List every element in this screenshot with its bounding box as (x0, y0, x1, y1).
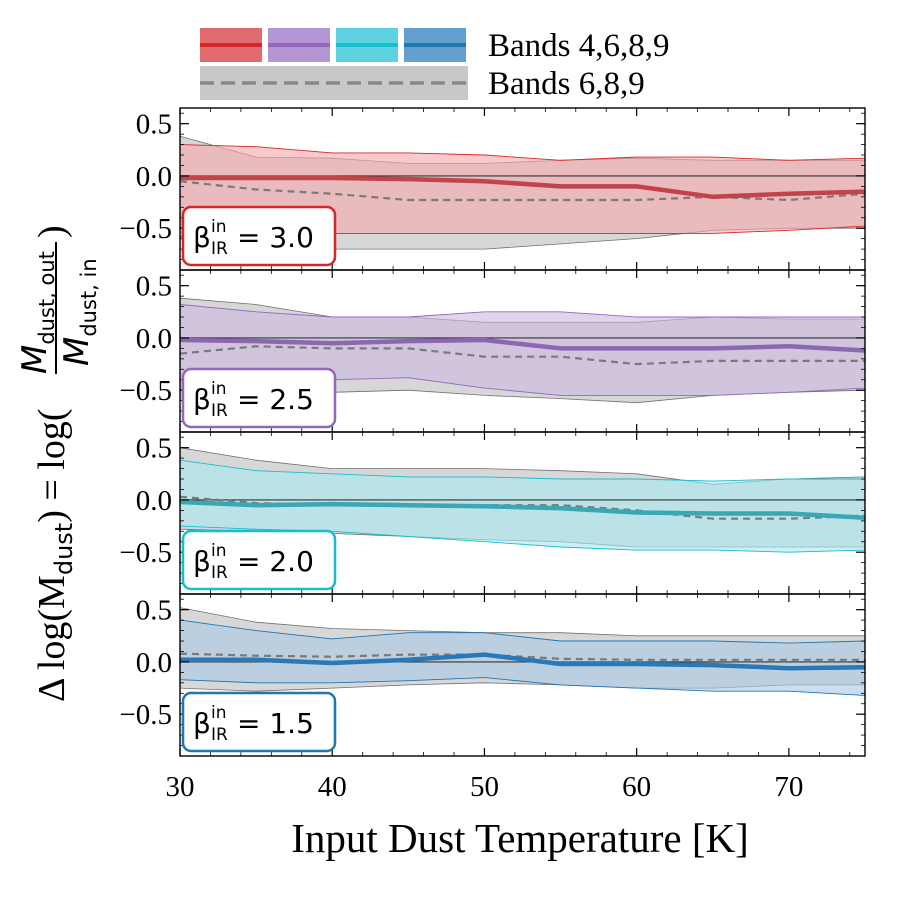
xtick-label-3: 60 (622, 771, 651, 803)
beta-sup-1: in (211, 379, 227, 399)
median-4689-panel-0 (180, 175, 865, 200)
band-4689-panel-0 (180, 144, 865, 238)
ylabel-main: Δ log(M (31, 575, 73, 702)
y-axis-label: Δ log(Mdust) = log( Mdust, out Mdust, in… (15, 225, 101, 702)
ytick-label-3-2: −0.5 (119, 699, 172, 731)
ytick-label-2-0: 0.5 (136, 433, 172, 465)
ytick-label-3-0: 0.5 (136, 595, 172, 627)
beta-sub-3: IR (211, 725, 228, 745)
ytick-label-0-1: 0.0 (136, 161, 172, 193)
legend-swatches-4689 (200, 28, 466, 62)
median-4689-panel-2 (180, 499, 865, 520)
beta-value-1: = 2.5 (237, 383, 314, 416)
beta-box-2 (181, 529, 337, 591)
beta-symbol-2: β (193, 545, 211, 578)
panel-plot-0 (180, 135, 865, 250)
beta-sup-0: in (211, 217, 227, 237)
x-axis-ticks: 30 40 50 60 70 (166, 771, 804, 803)
panel-plot-3 (180, 607, 865, 696)
ylabel-numer-letter: M (15, 345, 55, 374)
median-4689-panel-1 (180, 337, 865, 353)
beta-sup-2: in (211, 541, 227, 561)
beta-symbol-1: β (193, 383, 211, 416)
beta-sub-2: IR (211, 563, 228, 583)
ylabel-main-close: ) = log( (31, 409, 73, 523)
legend-entry-bands-4689: Bands 4,6,8,9 (200, 28, 670, 64)
median-689-panel-1 (180, 345, 865, 366)
ytick-label-1-2: −0.5 (119, 375, 172, 407)
ytick-label-0-2: −0.5 (119, 213, 172, 245)
ylabel-main-sub: dust (50, 523, 78, 575)
median-4689-panel-3 (180, 652, 865, 671)
ytick-label-2-1: 0.0 (136, 485, 172, 517)
ytick-label-1-0: 0.5 (136, 271, 172, 303)
beta-sup-3: in (211, 703, 227, 723)
ytick-label-3-1: 0.0 (136, 647, 172, 679)
y-axis-label-text: Δ log(Mdust) = log( (31, 409, 78, 703)
xtick-label-0: 30 (166, 771, 195, 803)
beta-value-3: = 1.5 (237, 707, 314, 740)
median-689-panel-0 (180, 180, 865, 202)
beta-symbol-3: β (193, 707, 211, 740)
x-axis-label: Input Dust Temperature [K] (291, 815, 749, 861)
ytick-label-2-2: −0.5 (119, 537, 172, 569)
xtick-label-2: 50 (470, 771, 499, 803)
ylabel-numerator: Mdust, out (15, 251, 59, 374)
legend-label-4689: Bands 4,6,8,9 (488, 28, 670, 64)
beta-box-0 (181, 205, 337, 267)
ylabel-denom-letter: M (57, 337, 97, 366)
ylabel-denominator: Mdust, in (57, 258, 101, 366)
panel-frame-3 (179, 593, 866, 757)
panel-plot-2 (180, 447, 865, 553)
ytick-label-0-0: 0.5 (136, 109, 172, 141)
beta-box-3 (181, 691, 337, 753)
beta-sub-0: IR (211, 239, 228, 259)
ylabel-close: ) (31, 225, 73, 238)
beta-value-0: = 3.0 (237, 221, 314, 254)
legend-entry-bands-689: Bands 6,8,9 (200, 66, 645, 102)
beta-value-2: = 2.0 (237, 545, 314, 578)
ytick-label-1-1: 0.0 (136, 323, 172, 355)
legend: Bands 4,6,8,9 Bands 6,8,9 (200, 28, 670, 102)
beta-symbol-0: β (193, 221, 211, 254)
legend-label-689: Bands 6,8,9 (488, 66, 645, 102)
panel-plot-1 (180, 297, 865, 404)
ylabel-denom-sub: dust, in (77, 258, 101, 336)
beta-box-1 (181, 367, 337, 429)
xtick-label-1: 40 (318, 771, 347, 803)
median-689-panel-3 (180, 652, 865, 661)
beta-sub-1: IR (211, 401, 228, 421)
xtick-label-4: 70 (774, 771, 803, 803)
band-4689-panel-1 (180, 304, 865, 396)
